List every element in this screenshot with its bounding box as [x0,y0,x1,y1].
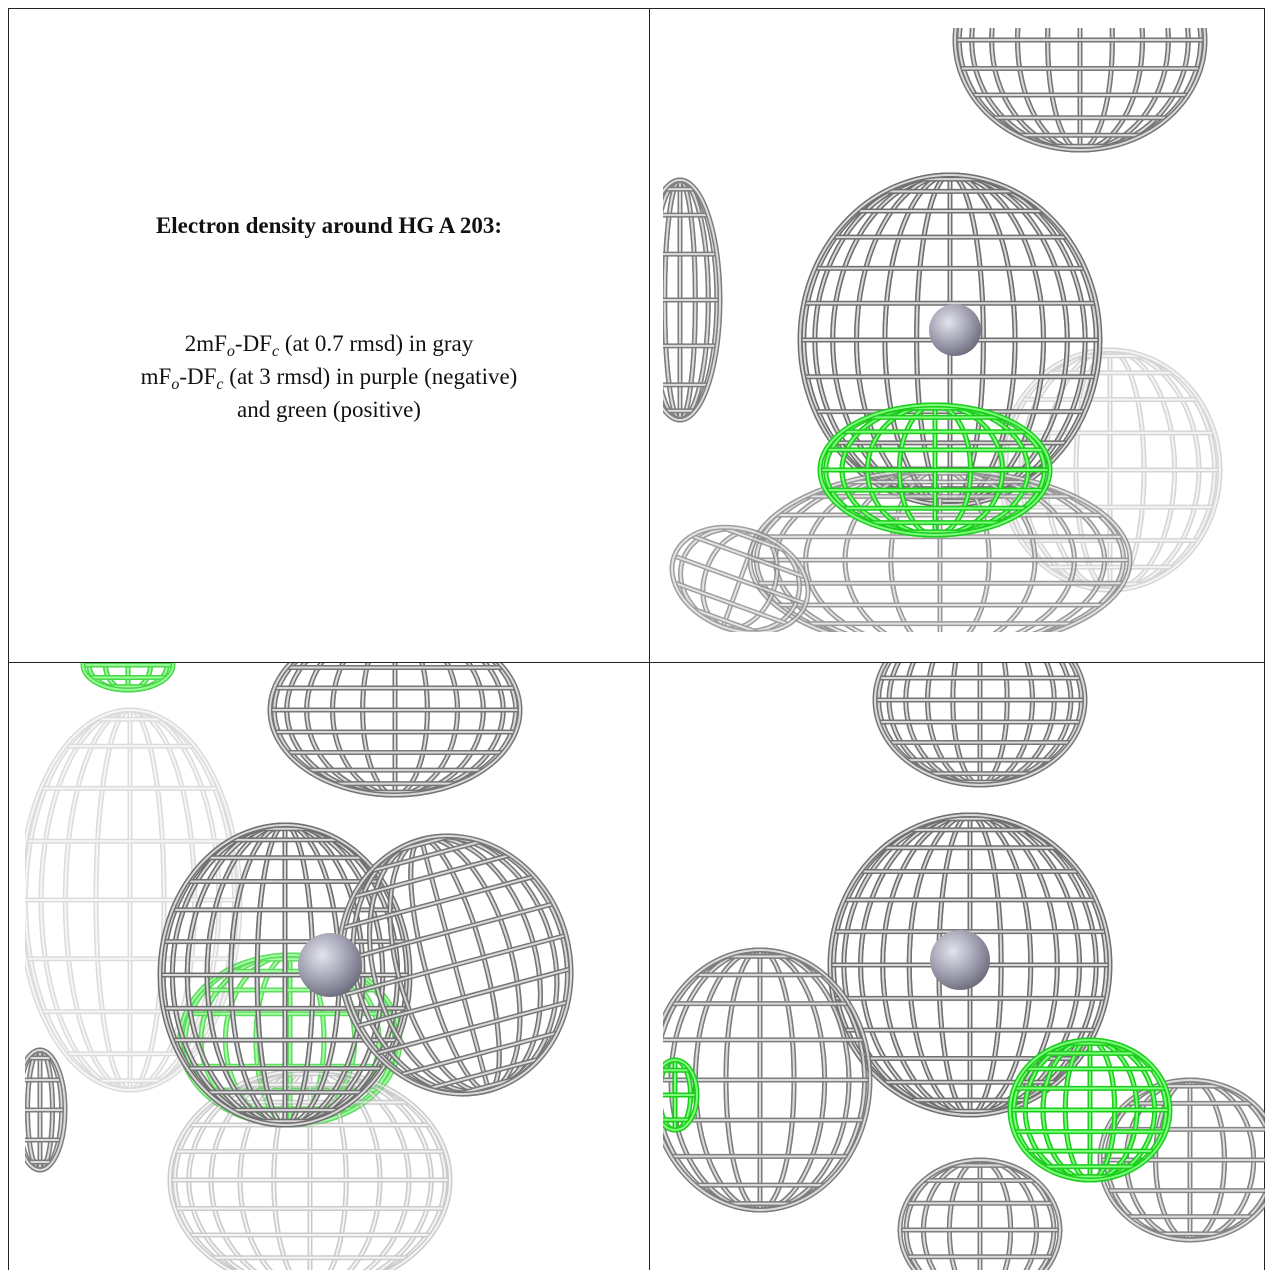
mesh-line [338,902,554,963]
mesh-line [663,179,721,421]
table-frame [8,8,1265,1270]
atom [929,304,981,356]
mesh-line [269,663,521,796]
subscript: o [226,343,235,360]
mesh [25,1047,68,1173]
mesh-line [82,663,174,691]
text: (at 0.7 rmsd) in gray [279,331,474,356]
mesh [663,177,723,423]
mesh-line [899,1159,1061,1270]
mesh-line [341,875,535,929]
mesh-line [691,607,759,632]
mesh-line [691,534,806,579]
mesh-line [1009,1039,1171,1181]
atom [298,933,362,997]
mesh-line [1099,1079,1265,1241]
mesh [817,402,1053,538]
mesh [747,467,1133,632]
desc-line: 2mFo-DFc (at 0.7 rmsd) in gray [9,327,649,360]
mesh-line [721,526,789,553]
desc-line: and green (positive) [9,393,649,426]
mesh-line [829,814,1111,1116]
mesh [1007,1037,1173,1183]
subscript: c [216,376,224,393]
heading: Electron density around HG A 203: [155,213,503,238]
mesh [157,822,413,1128]
mesh-line [663,949,871,1211]
subscript: o [171,376,180,393]
mesh [952,28,1208,153]
mesh-line [25,1049,66,1171]
panel-view-1 [663,28,1223,632]
text: -DF [234,331,272,356]
mesh-line [819,404,1051,536]
mesh [25,707,243,1093]
mesh-line [674,581,789,626]
mesh [827,812,1113,1118]
text: and green (positive) [237,397,421,422]
mesh-line [954,28,1206,151]
panel-view-3 [663,663,1265,1270]
desc-line: mFo-DFc (at 3 rmsd) in purple (negative) [9,360,649,393]
mesh [336,833,574,1097]
panel-view-2 [25,663,574,1270]
description: 2mFo-DFc (at 0.7 rmsd) in gray mFo-DFc (… [9,327,649,426]
mesh [669,524,811,632]
mesh [167,1067,453,1270]
divider [8,662,1265,663]
text: mF [140,364,172,389]
mesh [897,1157,1063,1270]
mesh-line [399,1031,558,1076]
mesh [80,663,176,693]
mesh-line [663,1059,698,1131]
mesh-line [337,834,573,1096]
mesh [663,1057,700,1133]
atom [930,930,990,990]
mesh [663,947,873,1213]
mesh-line [356,967,572,1028]
mesh-line [370,840,482,873]
mesh-line [874,663,1086,786]
divider [649,8,650,1270]
subscript: c [271,343,280,360]
text: -DF [179,364,217,389]
text: 2mF [184,331,227,356]
mesh-line [352,854,511,899]
mesh-line [799,174,1101,506]
mesh-line [343,934,567,996]
mesh [1097,1077,1265,1243]
caption-cell: Electron density around HG A 203: 2mFo-D… [9,9,649,662]
mesh-line [671,526,809,632]
text: (at 3 rmsd) in purple (negative) [223,364,518,389]
mesh [267,663,523,798]
mesh-line [375,1001,569,1055]
mesh-line [428,1057,540,1090]
mesh [872,663,1088,788]
mesh-line [673,555,807,605]
